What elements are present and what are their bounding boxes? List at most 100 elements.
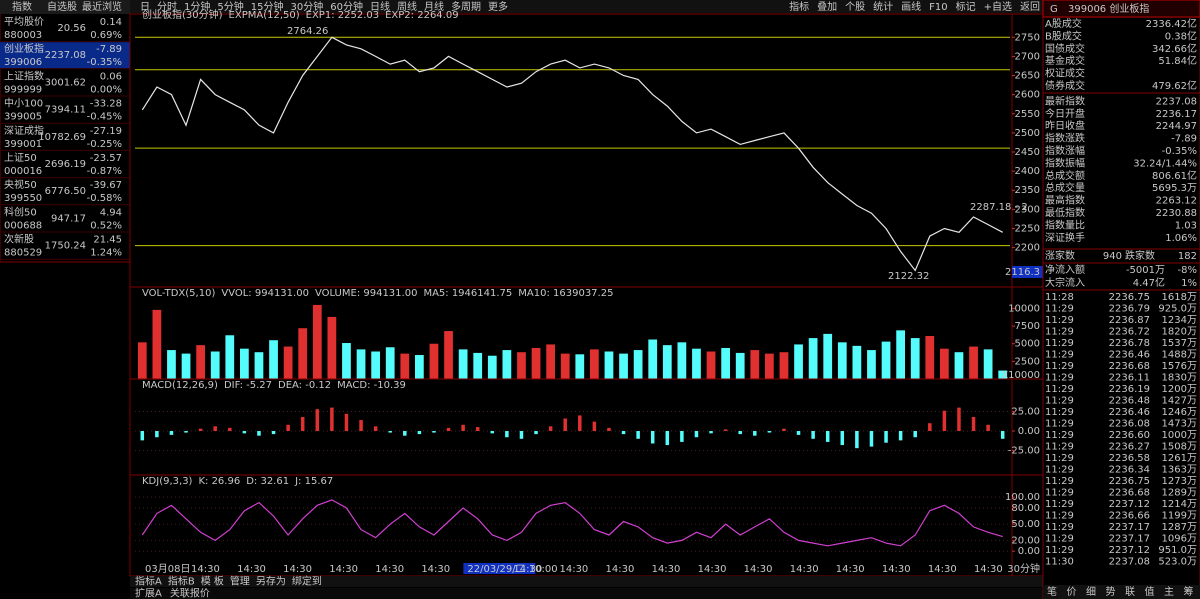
tick-price: 2236.08 [1109, 419, 1150, 430]
index-name[interactable]: 上证50 [4, 152, 37, 164]
tool-button[interactable]: F10 [929, 2, 947, 13]
bar [983, 349, 993, 379]
index-name[interactable]: 平均股价 [4, 16, 44, 28]
bottom-tab[interactable]: 管理 [230, 575, 250, 588]
tab[interactable]: 自选股 [47, 0, 77, 13]
stat-label: A股成交 [1045, 17, 1082, 30]
tool-button[interactable]: 统计 [873, 0, 893, 13]
stat-value: -0.35% [1162, 146, 1197, 157]
period-button[interactable]: 日线 [370, 0, 390, 13]
right-tab[interactable]: 势 [1106, 585, 1116, 598]
bar [680, 431, 684, 442]
bottom-tab[interactable]: 绑定到 [292, 575, 322, 588]
bar [184, 431, 188, 433]
period-button[interactable]: 60分钟 [330, 0, 363, 13]
bottom-tab[interactable]: 指标A [135, 575, 162, 588]
period-button[interactable]: 更多 [488, 0, 508, 13]
index-price: 2237.08 [45, 50, 86, 61]
y-tick-label: 10000 [1008, 303, 1040, 314]
right-tab[interactable]: 笔 [1047, 585, 1057, 598]
right-tab[interactable]: 联 [1125, 586, 1135, 598]
period-button[interactable]: 1分钟 [184, 0, 210, 13]
index-code: 000688 [4, 220, 42, 231]
legend-item: EXP2: 2264.09 [385, 10, 458, 21]
tick-price: 2237.17 [1109, 522, 1150, 533]
period-button[interactable]: 15分钟 [251, 0, 284, 13]
tick-time: 11:29 [1045, 384, 1074, 395]
index-name[interactable]: 中小100 [4, 97, 43, 110]
bottom-tab[interactable]: 模 板 [201, 575, 224, 588]
stat-value: 2236.17 [1156, 109, 1197, 120]
period-button[interactable]: 30分钟 [290, 0, 323, 13]
period-button[interactable]: 分时 [157, 1, 177, 13]
period-button[interactable]: 周线 [397, 0, 417, 13]
tick-time: 11:29 [1045, 338, 1074, 349]
x-tick-label: 14:30 [698, 564, 727, 575]
bar [767, 431, 772, 433]
tool-button[interactable]: 叠加 [817, 1, 837, 13]
bar [517, 352, 526, 379]
tick-time: 11:29 [1045, 511, 1074, 522]
bar [738, 431, 742, 435]
tick-volume: 1289万 [1162, 488, 1197, 499]
right-tab[interactable]: 细 [1086, 585, 1096, 598]
index-price: 20.56 [57, 23, 86, 34]
bar [196, 345, 205, 379]
tool-button[interactable]: 画线 [901, 0, 921, 13]
price-annotation: 2122.32 [888, 271, 929, 282]
index-name[interactable]: 次新股 [4, 233, 34, 246]
bar [940, 348, 949, 379]
bar [855, 431, 859, 449]
tick-time: 11:29 [1045, 396, 1074, 407]
stat-label: 总成交额 [1045, 169, 1085, 182]
tick-price: 2236.60 [1109, 430, 1150, 441]
breadth-label: 涨家数 [1045, 249, 1075, 262]
breadth-label: 跌家数 [1125, 249, 1155, 262]
right-tab[interactable]: 筹 [1184, 585, 1194, 598]
index-name[interactable]: 深证成指 [4, 124, 44, 137]
bar [458, 349, 468, 379]
legend-item: DEA: -0.12 [278, 380, 331, 391]
bottom-tab[interactable]: 指标B [168, 575, 195, 588]
y-tick-label: -25.00 [1008, 446, 1040, 457]
tool-button[interactable]: +自选 [984, 0, 1012, 13]
tool-button[interactable]: 标记 [956, 1, 976, 13]
tick-price: 2237.12 [1109, 499, 1150, 510]
tool-button[interactable]: 返回 [1020, 1, 1040, 13]
extension-tab[interactable]: 扩展A [135, 587, 162, 599]
tool-button[interactable]: 指标 [789, 0, 809, 13]
period-button[interactable]: 月线 [424, 0, 444, 13]
extension-tab[interactable]: 关联报价 [170, 587, 210, 599]
index-name[interactable]: 上证指数 [4, 69, 44, 82]
tick-time: 11:30 [1045, 557, 1074, 568]
index-name[interactable]: 央视50 [4, 178, 37, 191]
period-button[interactable]: 5分钟 [217, 0, 243, 13]
legend-item: J: 15.67 [294, 476, 333, 487]
tick-price: 2236.72 [1109, 327, 1150, 338]
index-name[interactable]: 创业板指 [4, 42, 44, 55]
index-name[interactable]: 科创50 [4, 205, 37, 218]
period-button[interactable]: 多周期 [451, 0, 481, 13]
bar [563, 418, 567, 431]
tick-volume: 925.0万 [1158, 304, 1197, 315]
bar [403, 431, 407, 436]
tool-button[interactable]: 个股 [845, 1, 865, 13]
tick-volume: 1246万 [1162, 407, 1197, 418]
tick-time: 11:29 [1045, 407, 1074, 418]
tab[interactable]: 指数 [12, 0, 32, 13]
stat-label: 债券成交 [1045, 79, 1085, 92]
stat-label: 昨日收盘 [1045, 119, 1085, 132]
bar [954, 352, 964, 379]
tick-volume: 1261万 [1162, 453, 1197, 464]
tab[interactable]: 最近浏览 [82, 0, 122, 13]
period-button[interactable]: 日 [140, 2, 150, 13]
bar [169, 431, 174, 435]
right-tab[interactable]: 价 [1067, 586, 1077, 598]
index-pct: 0.00% [90, 84, 122, 95]
bar [371, 351, 380, 379]
bottom-tab[interactable]: 另存为 [256, 575, 286, 588]
bar [650, 431, 655, 444]
right-tab[interactable]: 主 [1164, 586, 1174, 598]
right-tab[interactable]: 值 [1145, 585, 1155, 598]
